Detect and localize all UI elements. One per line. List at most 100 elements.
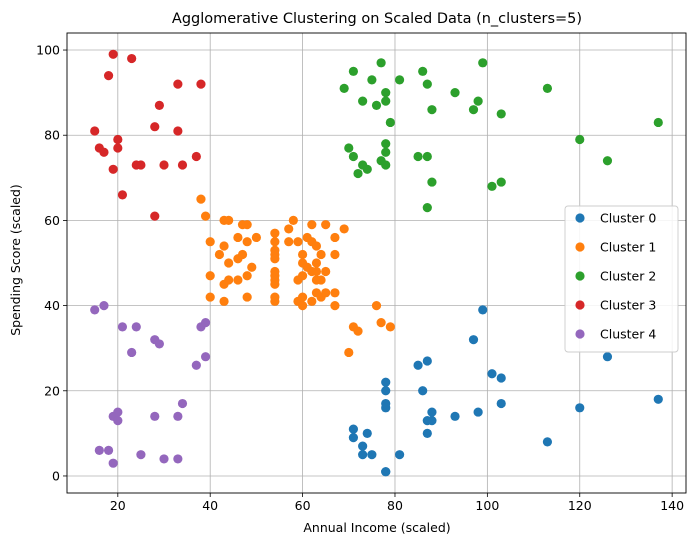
data-point [270, 228, 280, 238]
data-point [422, 151, 432, 162]
data-point [376, 58, 386, 68]
data-point [413, 360, 423, 370]
data-point [311, 258, 322, 268]
data-point [358, 450, 368, 460]
data-point [381, 386, 391, 396]
data-point [177, 160, 188, 170]
data-point [297, 249, 308, 260]
data-point [127, 53, 137, 64]
data-point [297, 300, 308, 311]
data-point [473, 96, 483, 106]
y-tick-label: 60 [44, 213, 60, 228]
data-point [113, 407, 123, 417]
data-point [99, 147, 109, 157]
data-point [367, 75, 377, 85]
y-tick-label: 100 [36, 43, 60, 58]
data-point [394, 75, 405, 85]
data-point [270, 279, 280, 289]
data-point [224, 215, 234, 226]
data-point [284, 224, 294, 234]
data-point [150, 122, 160, 132]
data-point [602, 352, 613, 362]
data-point [233, 232, 243, 243]
data-point [653, 117, 663, 128]
data-point [348, 424, 359, 434]
data-point [422, 79, 432, 89]
data-point [200, 352, 211, 362]
data-point [575, 134, 585, 145]
data-point [150, 411, 160, 421]
data-point [371, 100, 382, 111]
legend-label: Cluster 0 [600, 211, 656, 226]
data-point [422, 356, 432, 366]
data-point [191, 360, 201, 370]
data-point [154, 100, 164, 111]
data-point [219, 296, 229, 306]
data-point [154, 339, 164, 349]
data-point [321, 266, 331, 277]
data-point [99, 300, 109, 311]
legend-marker [575, 271, 585, 281]
data-point [108, 458, 118, 468]
data-point [90, 305, 100, 315]
data-point [270, 296, 280, 306]
data-point [330, 288, 340, 298]
x-axis-label: Annual Income (scaled) [303, 520, 450, 535]
data-point [270, 237, 280, 247]
data-point [311, 266, 322, 277]
series-0 [348, 305, 663, 477]
data-point [196, 194, 206, 204]
data-point [242, 292, 252, 302]
data-point [284, 237, 294, 247]
data-point [205, 237, 215, 247]
data-point [173, 126, 183, 136]
data-point [307, 296, 317, 306]
legend-label: Cluster 4 [600, 327, 656, 342]
data-point [358, 96, 368, 106]
data-point [427, 407, 437, 417]
x-tick-label: 20 [110, 498, 126, 513]
legend: Cluster 0 Cluster 1 Cluster 2 Cluster 3 Clus… [564, 205, 679, 353]
data-point [330, 232, 340, 243]
data-point [542, 83, 553, 93]
data-point [362, 428, 372, 438]
data-point [270, 254, 280, 264]
data-point [381, 467, 391, 477]
data-points [90, 49, 663, 477]
data-point [159, 454, 169, 464]
data-point [575, 403, 585, 413]
data-point [496, 373, 506, 383]
data-point [339, 224, 349, 234]
data-point [191, 151, 201, 162]
data-point [371, 300, 382, 311]
data-point [251, 232, 261, 243]
data-point [136, 160, 146, 170]
data-point [427, 105, 437, 115]
data-point [90, 126, 100, 136]
data-point [413, 151, 423, 162]
data-point [108, 49, 118, 59]
data-point [103, 445, 114, 456]
data-point [348, 66, 359, 76]
data-point [348, 433, 359, 443]
data-point [316, 275, 326, 285]
x-tick-label: 60 [295, 498, 311, 513]
data-point [344, 347, 354, 358]
data-point [450, 88, 460, 98]
data-point [450, 411, 460, 421]
data-point [348, 151, 359, 162]
data-point [173, 454, 183, 464]
data-point [224, 275, 234, 285]
series-3 [90, 49, 206, 221]
data-point [94, 445, 104, 456]
data-point [237, 249, 248, 260]
data-point [339, 83, 349, 93]
data-point [468, 105, 479, 115]
data-point [496, 398, 506, 409]
data-point [117, 190, 128, 200]
data-point [200, 318, 211, 328]
data-point [542, 437, 553, 447]
data-point [358, 441, 368, 451]
series-2 [339, 58, 663, 213]
